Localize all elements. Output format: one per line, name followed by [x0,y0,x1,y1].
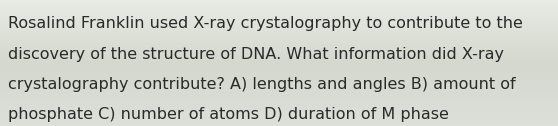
Text: Rosalind Franklin used X-ray crystalography to contribute to the: Rosalind Franklin used X-ray crystalogra… [8,16,523,31]
Text: discovery of the structure of DNA. What information did X-ray: discovery of the structure of DNA. What … [8,47,504,62]
Text: crystalography contribute? A) lengths and angles B) amount of: crystalography contribute? A) lengths an… [8,77,516,92]
Text: phosphate C) number of atoms D) duration of M phase: phosphate C) number of atoms D) duration… [8,107,449,122]
